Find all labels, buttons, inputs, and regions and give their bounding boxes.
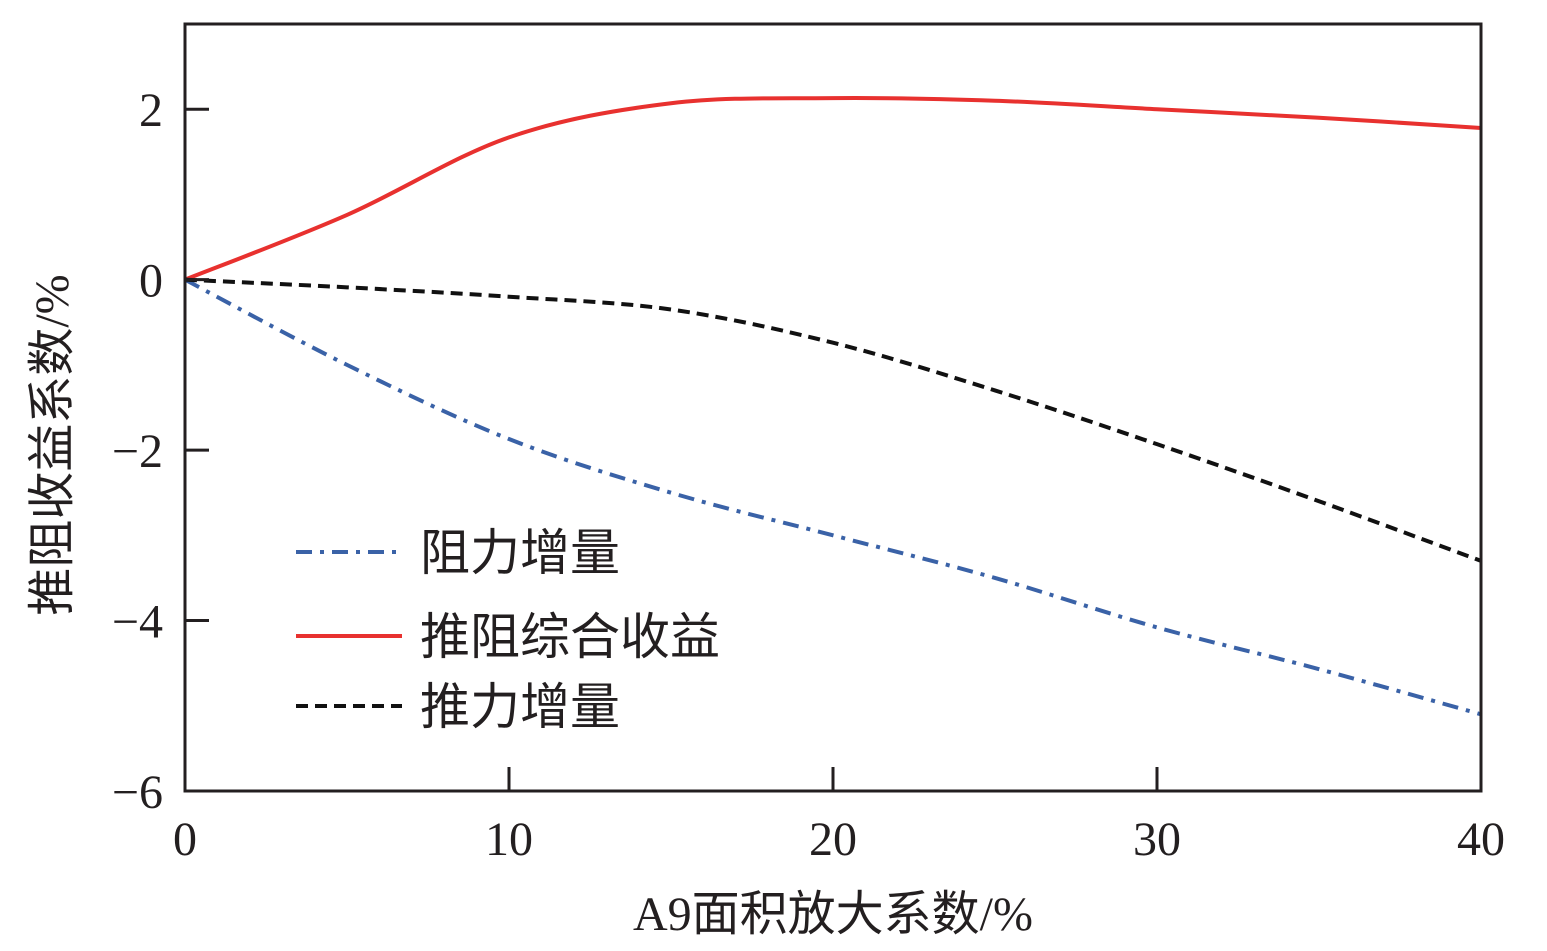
plot-frame bbox=[183, 22, 1483, 793]
series-layer bbox=[184, 96, 1482, 717]
x-tick-label: 40 bbox=[1457, 813, 1505, 866]
legend-label: 推阻综合收益 bbox=[420, 609, 720, 665]
y-axis-label: 推阻收益系数/% bbox=[26, 274, 79, 615]
x-axis-label: A9面积放大系数/% bbox=[633, 888, 1033, 941]
y-tick-label: −4 bbox=[112, 596, 163, 649]
legend-label: 推力增量 bbox=[420, 679, 620, 735]
y-tick-label: −6 bbox=[112, 766, 163, 819]
x-tick-label: 30 bbox=[1133, 813, 1181, 866]
series-line-1 bbox=[184, 96, 1482, 282]
y-tick-label: −2 bbox=[112, 425, 163, 478]
series-line-2 bbox=[184, 277, 1482, 563]
legend-label: 阻力增量 bbox=[420, 525, 620, 581]
x-tick-label: 0 bbox=[173, 813, 197, 866]
series-line-0 bbox=[184, 277, 1482, 717]
y-tick-label: 0 bbox=[139, 255, 163, 308]
x-tick-label: 10 bbox=[485, 813, 533, 866]
y-tick-label: 2 bbox=[139, 84, 163, 137]
x-tick-label: 20 bbox=[809, 813, 857, 866]
